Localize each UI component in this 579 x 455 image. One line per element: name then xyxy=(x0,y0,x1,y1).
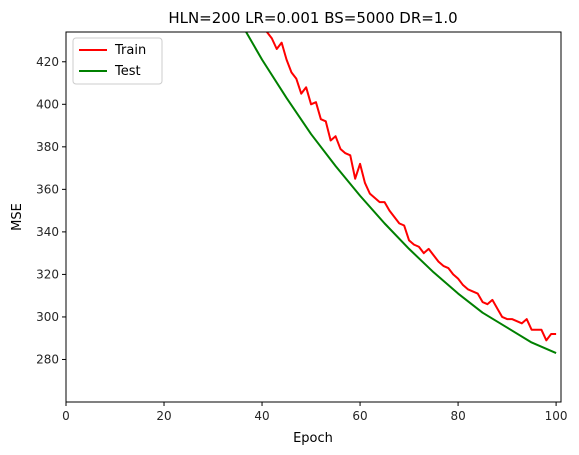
x-tick-label: 20 xyxy=(156,409,171,423)
y-tick-label: 360 xyxy=(36,182,59,196)
y-tick-label: 400 xyxy=(36,97,59,111)
y-tick-label: 340 xyxy=(36,225,59,239)
series-line-test xyxy=(244,32,557,355)
y-tick-label: 420 xyxy=(36,55,59,69)
legend-label-train: Train xyxy=(114,43,146,58)
chart-title: HLN=200 LR=0.001 BS=5000 DR=1.0 xyxy=(168,9,457,27)
legend: Train Test xyxy=(72,37,163,85)
y-axis-ticks: 280 300 320 340 360 380 400 420 xyxy=(36,55,66,366)
y-tick-label: 300 xyxy=(36,310,59,324)
plot-area xyxy=(65,31,562,403)
x-axis-label: Epoch xyxy=(293,431,333,446)
y-tick-label: 380 xyxy=(36,140,59,154)
x-tick-label: 0 xyxy=(62,409,70,423)
y-tick-label: 280 xyxy=(36,352,59,366)
x-axis-ticks: 0 20 40 60 80 100 xyxy=(62,402,568,423)
y-tick-label: 320 xyxy=(36,267,59,281)
x-tick-label: 80 xyxy=(450,409,465,423)
series-line-train xyxy=(265,32,557,342)
series-layer xyxy=(244,32,557,355)
plot-frame xyxy=(65,31,562,403)
x-tick-label: 60 xyxy=(352,409,367,423)
legend-label-test: Test xyxy=(114,64,141,79)
x-tick-label: 40 xyxy=(254,409,269,423)
y-axis-label: MSE xyxy=(10,203,25,231)
x-tick-label: 100 xyxy=(545,409,568,423)
